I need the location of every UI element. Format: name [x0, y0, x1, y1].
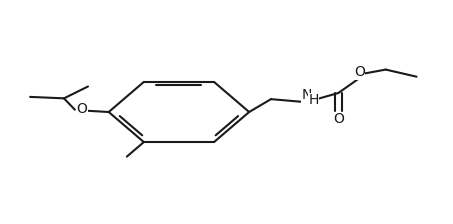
Text: N: N: [302, 88, 312, 102]
Text: O: O: [354, 65, 365, 80]
Text: H: H: [308, 93, 319, 107]
Text: O: O: [76, 102, 87, 116]
Text: O: O: [333, 112, 344, 126]
